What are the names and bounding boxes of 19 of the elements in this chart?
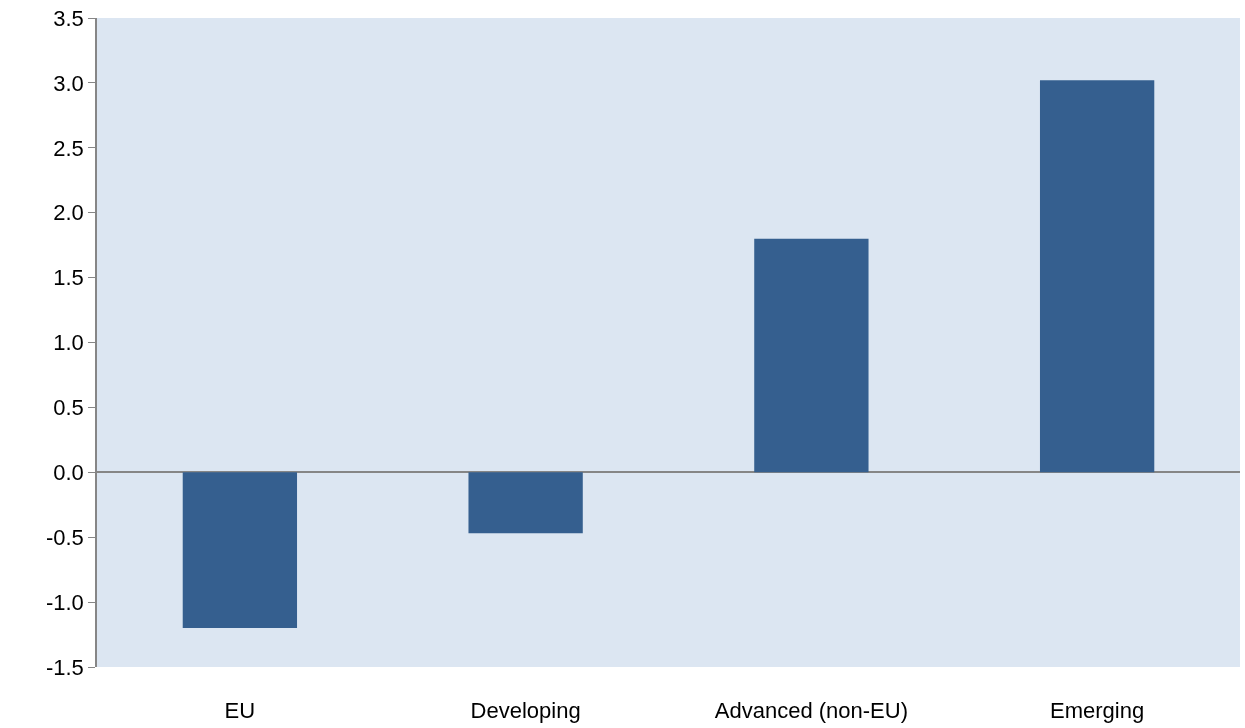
bar [468,472,583,534]
y-tick-label: 3.0 [53,70,84,96]
y-tick-label: -1.0 [45,589,84,615]
x-tick-label: Advanced (non-EU) [714,698,908,723]
y-tick-label: 1.0 [53,330,84,356]
y-tick-label: 0.0 [53,460,84,485]
bar [754,238,869,473]
x-tick-label: EU [224,698,256,723]
bar [182,472,298,629]
y-tick-label: -1.5 [45,654,84,680]
y-tick-label: 1.5 [53,265,84,291]
x-tick-label: Emerging [1050,698,1145,723]
x-tick-label: Developing [470,698,581,723]
y-tick-label: 3.5 [53,5,84,31]
bar [1039,80,1155,473]
y-tick-label: 2.0 [53,200,84,226]
y-tick-label: 2.5 [53,135,84,161]
y-tick-label: -0.5 [45,524,84,550]
y-tick-label: 0.5 [53,395,84,421]
